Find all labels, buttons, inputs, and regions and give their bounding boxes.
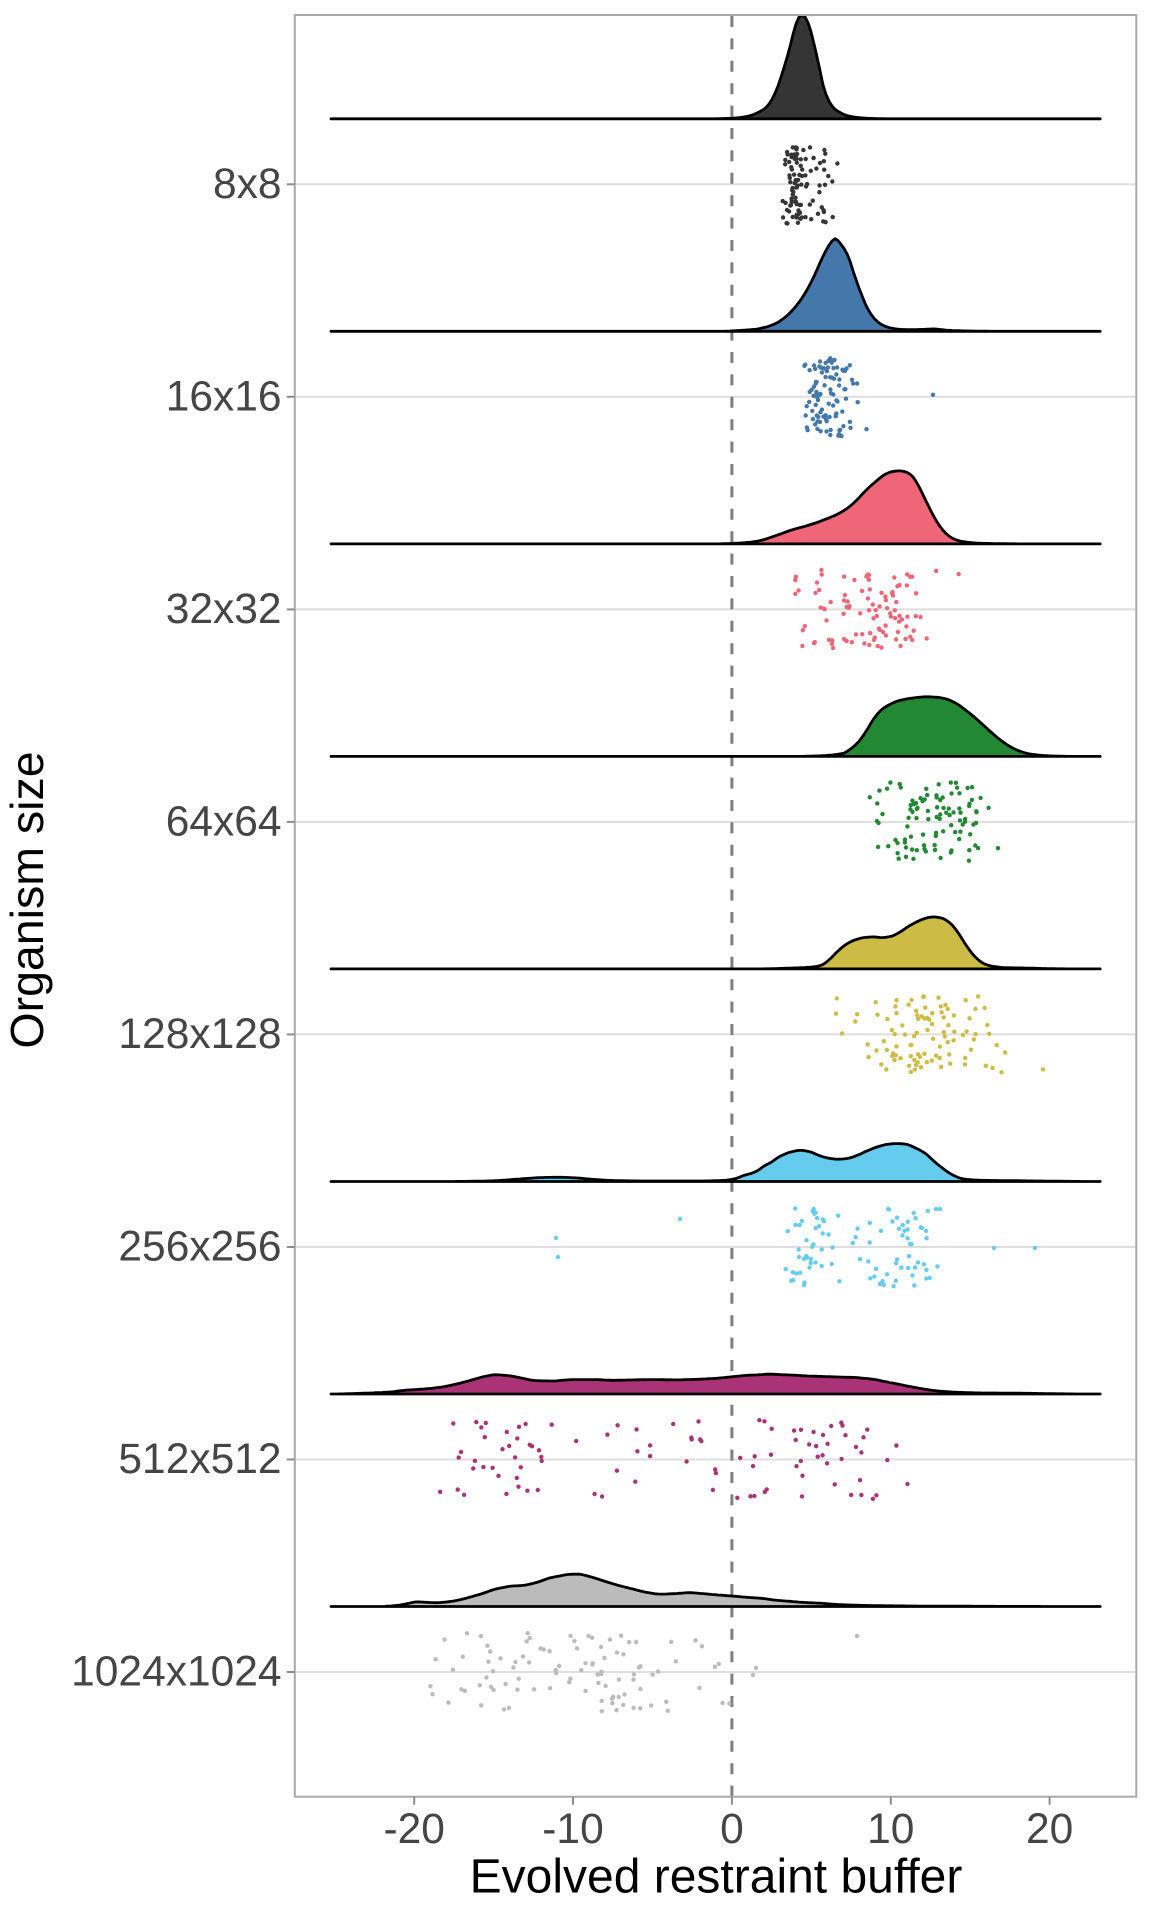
svg-text:20: 20 [1026, 1806, 1073, 1853]
svg-text:32x32: 32x32 [166, 586, 282, 633]
svg-text:0: 0 [720, 1806, 744, 1853]
svg-text:512x512: 512x512 [118, 1436, 281, 1483]
svg-text:64x64: 64x64 [166, 798, 282, 845]
svg-text:Organism size: Organism size [1, 751, 53, 1048]
svg-text:-10: -10 [542, 1806, 603, 1853]
svg-text:10: 10 [867, 1806, 914, 1853]
svg-text:256x256: 256x256 [118, 1224, 281, 1271]
svg-text:128x128: 128x128 [118, 1011, 281, 1058]
svg-text:16x16: 16x16 [166, 373, 282, 420]
svg-text:1024x1024: 1024x1024 [71, 1649, 281, 1696]
svg-text:-20: -20 [383, 1806, 444, 1853]
svg-text:Evolved restraint buffer: Evolved restraint buffer [470, 1851, 963, 1904]
svg-text:8x8: 8x8 [213, 161, 282, 208]
